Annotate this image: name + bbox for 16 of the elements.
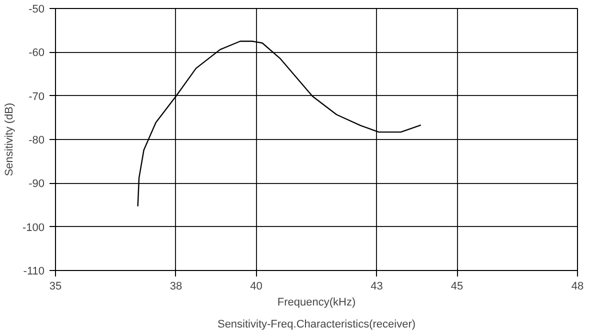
x-tick-label: 35 (49, 280, 62, 292)
y-tick-label: -50 (28, 4, 45, 16)
y-axis-title: Sensitivity (dB) (3, 102, 16, 176)
y-tick-label: -90 (28, 178, 45, 190)
x-axis-title: Frequency(kHz) (277, 296, 356, 308)
x-tick-label: 45 (450, 280, 464, 292)
y-tick-label: -100 (22, 222, 45, 234)
text: Sensitivity-Freq.Characteristics(receiver) (217, 318, 416, 330)
x-tick-label: 38 (170, 280, 182, 292)
x-tick-label: 40 (250, 280, 262, 292)
y-tick-label: -80 (28, 134, 45, 146)
y-tick-label: -70 (28, 90, 45, 103)
y-tick-label: -60 (28, 47, 45, 60)
y-tick-label: -110 (23, 266, 45, 278)
x-tick-label: 48 (571, 280, 584, 292)
x-tick-label: 43 (370, 280, 383, 292)
